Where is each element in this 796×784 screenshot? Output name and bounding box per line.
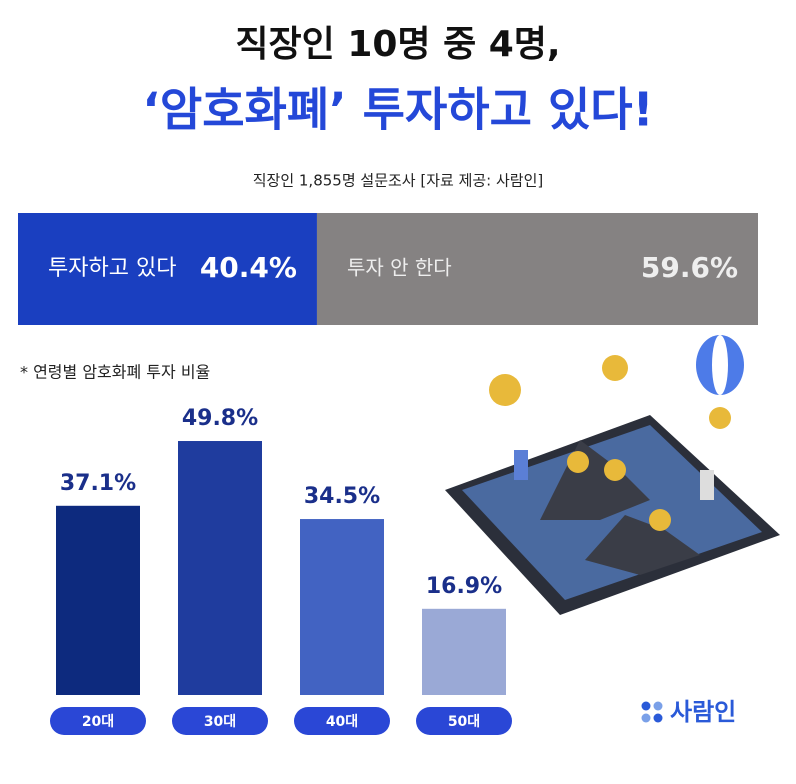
category-label: 40대 [326, 714, 358, 730]
split-value: 40.4% [200, 251, 297, 284]
chart-note: * 연령별 암호화폐 투자 비율 [20, 363, 210, 382]
split-value: 59.6% [641, 251, 738, 284]
bar [422, 608, 506, 695]
category-label: 20대 [82, 714, 114, 730]
split-label: 투자하고 있다 [48, 256, 176, 281]
category-pill [294, 707, 390, 735]
split-label: 투자 안 한다 [347, 256, 452, 280]
logo: 사람인 [670, 698, 736, 726]
logo-dot [653, 713, 663, 723]
logo-dot [653, 701, 663, 711]
logo-dot [641, 713, 651, 723]
split-segment [316, 213, 758, 325]
value-label: 37.1% [60, 471, 136, 496]
value-label: 49.8% [182, 406, 258, 431]
category-pill [172, 707, 268, 735]
logo-dot [641, 701, 651, 711]
value-label: 34.5% [304, 484, 380, 509]
split-segment [18, 213, 317, 325]
category-label: 50대 [448, 714, 480, 730]
bar [56, 505, 140, 695]
value-label: 16.9% [426, 574, 502, 599]
bar [300, 519, 384, 695]
bar [178, 441, 262, 695]
category-pill [50, 707, 146, 735]
subtitle: 직장인 1,855명 설문조사 [자료 제공: 사람인] [253, 172, 544, 190]
illustration [445, 335, 780, 615]
title-line2: ‘암호화폐’ 투자하고 있다! [142, 83, 653, 137]
category-pill [416, 707, 512, 735]
category-label: 30대 [204, 714, 236, 730]
title-line1: 직장인 10명 중 4명, [235, 24, 560, 65]
